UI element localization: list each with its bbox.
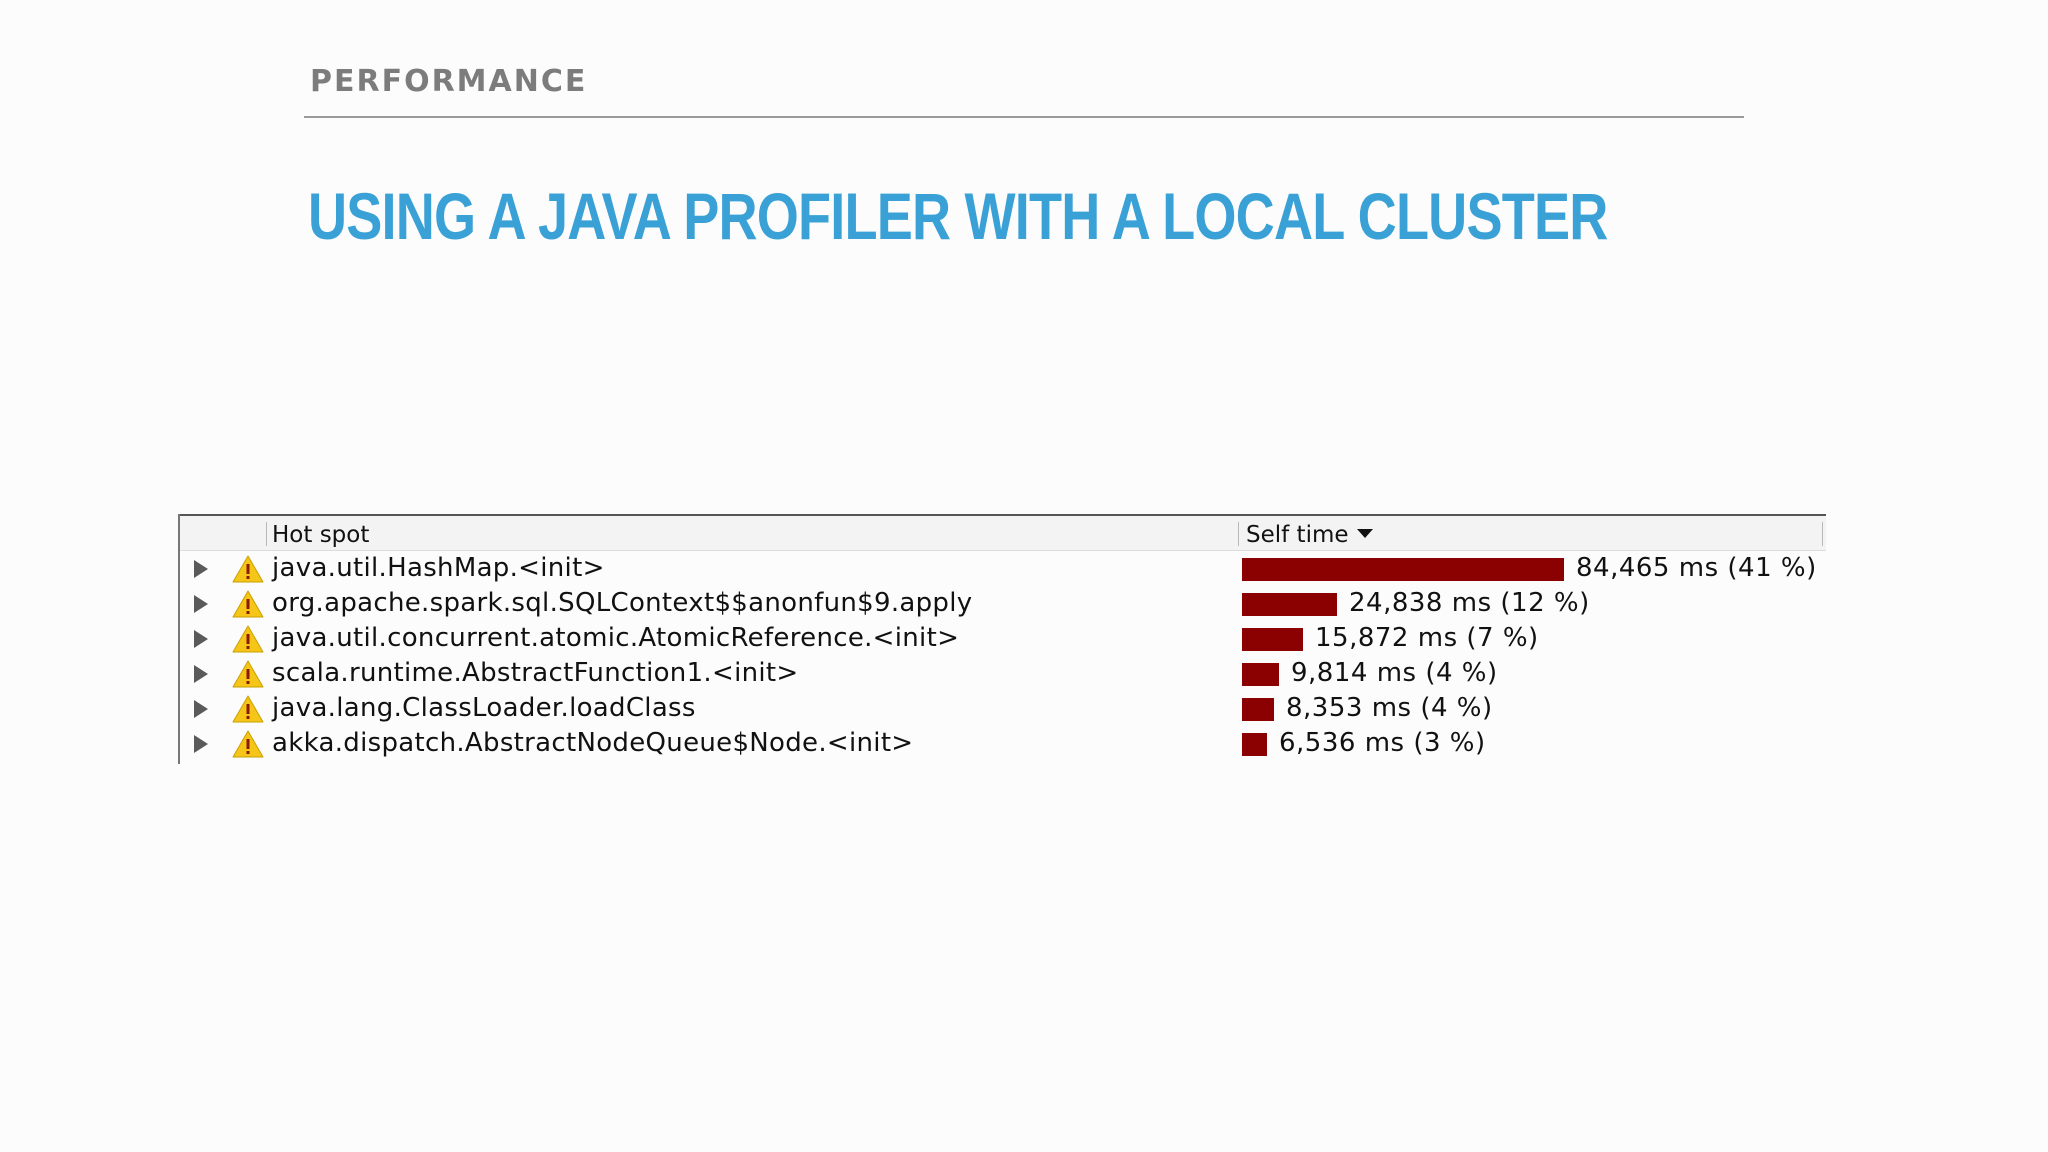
self-time-bar (1242, 593, 1337, 616)
expand-arrow-icon[interactable] (194, 630, 208, 648)
expand-arrow-icon[interactable] (194, 665, 208, 683)
hot-spot-method: java.lang.ClassLoader.loadClass (272, 693, 696, 723)
hot-spot-method: scala.runtime.AbstractFunction1.<init> (272, 658, 799, 688)
self-time-value: 24,838 ms (12 %) (1349, 588, 1590, 618)
self-time-label: Self time (1246, 522, 1349, 548)
expand-arrow-icon[interactable] (194, 700, 208, 718)
column-header-hot-spot[interactable]: Hot spot (272, 522, 370, 548)
self-time-value: 6,536 ms (3 %) (1279, 728, 1486, 758)
self-time-bar (1242, 628, 1303, 651)
expand-arrow-icon[interactable] (194, 735, 208, 753)
warning-icon (232, 730, 264, 758)
table-header: Hot spot Self time (180, 516, 1826, 551)
warning-icon (232, 625, 264, 653)
table-row[interactable]: org.apache.spark.sql.SQLContext$$anonfun… (180, 586, 1826, 621)
hot-spot-method: org.apache.spark.sql.SQLContext$$anonfun… (272, 588, 973, 618)
column-divider[interactable] (1238, 522, 1239, 546)
warning-icon (232, 590, 264, 618)
section-divider (304, 116, 1744, 118)
self-time-value: 8,353 ms (4 %) (1286, 693, 1493, 723)
expand-arrow-icon[interactable] (194, 595, 208, 613)
self-time-bar (1242, 558, 1564, 581)
self-time-bar (1242, 698, 1274, 721)
expand-arrow-icon[interactable] (194, 560, 208, 578)
table-left-border (178, 514, 180, 764)
hot-spot-method: java.util.concurrent.atomic.AtomicRefere… (272, 623, 960, 653)
table-row[interactable]: scala.runtime.AbstractFunction1.<init> 9,… (180, 656, 1826, 691)
table-row[interactable]: akka.dispatch.AbstractNodeQueue$Node.<in… (180, 726, 1826, 761)
warning-icon (232, 555, 264, 583)
column-header-self-time[interactable]: Self time (1246, 522, 1373, 548)
hot-spot-method: akka.dispatch.AbstractNodeQueue$Node.<in… (272, 728, 914, 758)
table-row[interactable]: java.lang.ClassLoader.loadClass 8,353 ms … (180, 691, 1826, 726)
column-divider[interactable] (1822, 522, 1823, 546)
sort-descending-icon (1356, 529, 1373, 538)
profiler-hotspots-table: Hot spot Self time java.util.HashMap.<in… (178, 514, 1826, 764)
warning-icon (232, 695, 264, 723)
column-divider[interactable] (266, 522, 267, 546)
section-label: PERFORMANCE (310, 64, 588, 99)
slide-title: USING A JAVA PROFILER WITH A LOCAL CLUST… (308, 179, 1608, 253)
table-top-border (178, 514, 1826, 516)
self-time-bar (1242, 663, 1279, 686)
self-time-value: 84,465 ms (41 %) (1576, 553, 1817, 583)
hot-spot-method: java.util.HashMap.<init> (272, 553, 605, 583)
self-time-value: 15,872 ms (7 %) (1315, 623, 1539, 653)
self-time-bar (1242, 733, 1267, 756)
table-row[interactable]: java.util.HashMap.<init> 84,465 ms (41 %) (180, 551, 1826, 586)
table-row[interactable]: java.util.concurrent.atomic.AtomicRefere… (180, 621, 1826, 656)
warning-icon (232, 660, 264, 688)
self-time-value: 9,814 ms (4 %) (1291, 658, 1498, 688)
